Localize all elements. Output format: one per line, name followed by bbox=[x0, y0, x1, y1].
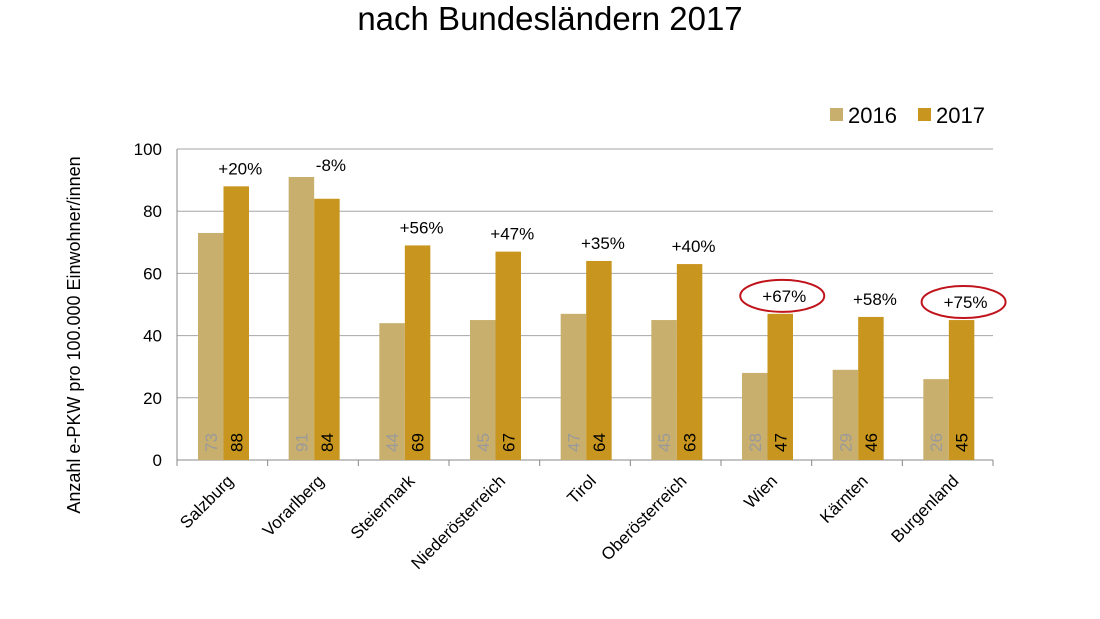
bar-2017 bbox=[767, 313, 793, 460]
chart-title: nach Bundesländern 2017 bbox=[357, 0, 743, 37]
x-category-label: Wien bbox=[740, 471, 781, 512]
bar-value-label: 45 bbox=[474, 433, 493, 452]
legend-swatch-2017 bbox=[918, 108, 931, 121]
x-category-label: Vorarlberg bbox=[259, 471, 328, 540]
legend-label: 2017 bbox=[936, 103, 985, 128]
bar-value-label: 47 bbox=[564, 433, 583, 452]
change-label: +40% bbox=[672, 237, 716, 256]
bar-value-label: 28 bbox=[746, 433, 765, 452]
bar-2017 bbox=[948, 320, 975, 460]
x-category-label: Oberösterreich bbox=[598, 471, 691, 564]
y-tick-label: 20 bbox=[143, 389, 162, 408]
change-label: +75% bbox=[944, 293, 988, 312]
change-label: -8% bbox=[316, 156, 346, 175]
y-tick-label: 0 bbox=[153, 451, 162, 470]
highlight-ellipse bbox=[739, 278, 826, 313]
bar-2016 bbox=[379, 323, 405, 460]
y-tick-label: 100 bbox=[134, 140, 162, 159]
bar-2017 bbox=[858, 316, 884, 460]
bar-2016 bbox=[742, 372, 768, 460]
bar-2017 bbox=[676, 264, 703, 460]
legend-swatch-2016 bbox=[830, 108, 843, 121]
bar-value-label: 69 bbox=[409, 433, 428, 452]
x-category-label: Burgenland bbox=[888, 471, 963, 546]
bar-value-label: 45 bbox=[953, 433, 972, 452]
x-category-label: Niederösterreich bbox=[408, 471, 510, 573]
change-label: +58% bbox=[853, 290, 897, 309]
y-tick-label: 40 bbox=[143, 327, 162, 346]
y-tick-label: 60 bbox=[143, 264, 162, 283]
change-label: +47% bbox=[490, 225, 534, 244]
bar-2016 bbox=[198, 232, 224, 460]
bar-value-label: 47 bbox=[771, 433, 790, 452]
x-category-label: Salzburg bbox=[176, 471, 237, 532]
change-label: +35% bbox=[581, 234, 625, 253]
bar-value-label: 84 bbox=[318, 433, 337, 452]
highlight-ellipse bbox=[920, 285, 1007, 320]
bar-2017 bbox=[586, 260, 612, 460]
bar-value-label: 88 bbox=[227, 433, 246, 452]
bar-2017 bbox=[495, 251, 521, 460]
bar-value-label: 67 bbox=[499, 433, 518, 452]
bar-value-label: 44 bbox=[383, 433, 402, 452]
y-axis-label: Anzahl e-PKW pro 100.000 Einwohner/innen bbox=[64, 156, 84, 513]
x-category-label: Tirol bbox=[563, 471, 599, 507]
y-tick-label: 80 bbox=[143, 202, 162, 221]
bar-2016 bbox=[470, 320, 496, 460]
bar-value-label: 46 bbox=[862, 433, 881, 452]
bar-2016 bbox=[923, 379, 949, 460]
bar-value-label: 29 bbox=[836, 433, 855, 452]
bar-2016 bbox=[288, 176, 315, 461]
change-label: +56% bbox=[400, 218, 444, 237]
legend-label: 2016 bbox=[848, 103, 897, 128]
bar-2017 bbox=[223, 186, 249, 460]
bar-2016 bbox=[832, 369, 859, 460]
bar-value-label: 26 bbox=[927, 433, 946, 452]
bar-value-label: 64 bbox=[590, 433, 609, 452]
bar-2016 bbox=[651, 320, 677, 460]
bar-2017 bbox=[404, 245, 431, 460]
x-category-label: Steiermark bbox=[347, 471, 419, 543]
x-category-label: Kärnten bbox=[816, 471, 872, 527]
bar-value-label: 73 bbox=[202, 433, 221, 452]
bar-2016 bbox=[560, 313, 587, 460]
bar-value-label: 45 bbox=[655, 433, 674, 452]
change-label: +20% bbox=[218, 159, 262, 178]
bar-2017 bbox=[314, 198, 340, 460]
change-label: +67% bbox=[762, 287, 806, 306]
bar-value-label: 63 bbox=[681, 433, 700, 452]
bar-value-label: 91 bbox=[292, 433, 311, 452]
